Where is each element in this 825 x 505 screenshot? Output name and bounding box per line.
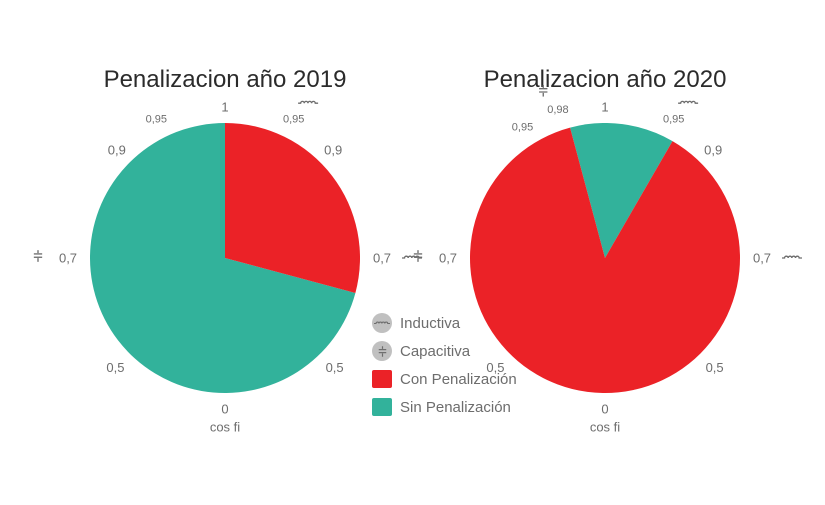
chart-2020-tick-0: 1 <box>601 100 608 115</box>
chart-2019-tick-2: 0,9 <box>324 142 342 157</box>
chart-2019-tick-3: 0,7 <box>373 251 391 266</box>
chart-2019-tick-4: 0,5 <box>326 360 344 375</box>
chart-2019-glyph-inductiva-0 <box>298 94 318 112</box>
legend-swatch-color-green <box>372 398 392 416</box>
chart-2019-glyph-capacitiva-2 <box>33 249 43 267</box>
chart-2020-axis-label: cos fi <box>590 420 620 435</box>
legend-item-2: Con Penalización <box>372 368 517 390</box>
legend-label-0: Inductiva <box>400 315 460 332</box>
chart-2020-title: Penalizacion año 2020 <box>470 66 740 94</box>
legend-swatch-color-red <box>372 370 392 388</box>
legend-item-0: Inductiva <box>372 312 517 334</box>
legend-label-3: Sin Penalización <box>400 399 511 416</box>
legend-label-2: Con Penalización <box>400 371 517 388</box>
legend-swatch-symbol-inductiva <box>372 313 392 333</box>
chart-2019-tick-8: 0,9 <box>108 142 126 157</box>
chart-2020-tick-2: 0,95 <box>663 113 684 125</box>
chart-2019-pie <box>90 123 360 393</box>
chart-2020-glyph-capacitiva-2 <box>413 249 423 267</box>
chart-2020-tick-6: 0 <box>601 402 608 417</box>
chart-2020-glyph-capacitiva-3 <box>538 84 548 102</box>
chart-2020-glyph-inductiva-0 <box>678 94 698 112</box>
chart-2019-tick-1: 0,95 <box>283 113 304 125</box>
chart-2020-tick-3: 0,9 <box>704 142 722 157</box>
legend-item-3: Sin Penalización <box>372 396 517 418</box>
chart-2020-tick-4: 0,7 <box>753 251 771 266</box>
chart-2020-tick-5: 0,5 <box>706 360 724 375</box>
legend-item-1: Capacitiva <box>372 340 517 362</box>
chart-2020-tick-9: 0,95 <box>512 121 533 133</box>
legend-label-1: Capacitiva <box>400 343 470 360</box>
legend-swatch-symbol-capacitiva <box>372 341 392 361</box>
chart-2019-tick-0: 1 <box>221 100 228 115</box>
chart-2019-title: Penalizacion año 2019 <box>90 66 360 94</box>
chart-2020-tick-8: 0,7 <box>439 251 457 266</box>
chart-2019-axis-label: cos fi <box>210 420 240 435</box>
chart-2019-tick-7: 0,7 <box>59 251 77 266</box>
chart-2019-tick-6: 0,5 <box>106 360 124 375</box>
chart-2020-glyph-inductiva-1 <box>782 249 802 267</box>
chart-2020-tick-1: 0,98 <box>547 104 568 116</box>
legend: Inductiva Capacitiva Con Penalización Sin … <box>372 312 517 424</box>
chart-2019-tick-9: 0,95 <box>146 113 167 125</box>
chart-2019-tick-5: 0 <box>221 402 228 417</box>
